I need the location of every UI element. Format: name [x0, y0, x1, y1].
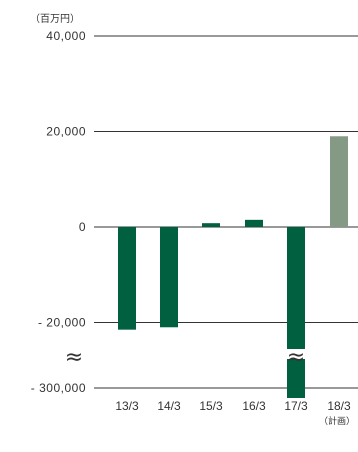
x-tick-label: 15/3 [199, 399, 223, 413]
bar-13-3 [118, 227, 136, 330]
bar-18-3 [330, 136, 348, 227]
y-tick-label: 0 [79, 220, 86, 234]
bar-15-3 [202, 223, 220, 227]
y-tick-label: 40,000 [46, 29, 86, 43]
bar-break-mark: ≈ [287, 345, 305, 370]
bar-14-3 [160, 227, 178, 328]
axis-break-mark: ≈ [65, 345, 83, 370]
x-tick-label: 17/3 [284, 399, 308, 413]
x-tick-label: 14/3 [157, 399, 181, 413]
bar-16-3 [245, 219, 263, 227]
x-tick-label: 16/3 [242, 399, 266, 413]
x-tick-label: 13/3 [115, 399, 139, 413]
y-tick-label: 20,000 [46, 125, 86, 139]
bar-17-3 [287, 227, 305, 398]
bar-break-gap [285, 349, 307, 359]
x-tick-label: 18/3 [327, 399, 351, 413]
y-tick-label: - 300,000 [31, 381, 86, 395]
y-tick-label: - 20,000 [38, 316, 86, 330]
x-tick-note: （計画） [319, 415, 355, 426]
unit-label: （百万円） [30, 13, 80, 25]
